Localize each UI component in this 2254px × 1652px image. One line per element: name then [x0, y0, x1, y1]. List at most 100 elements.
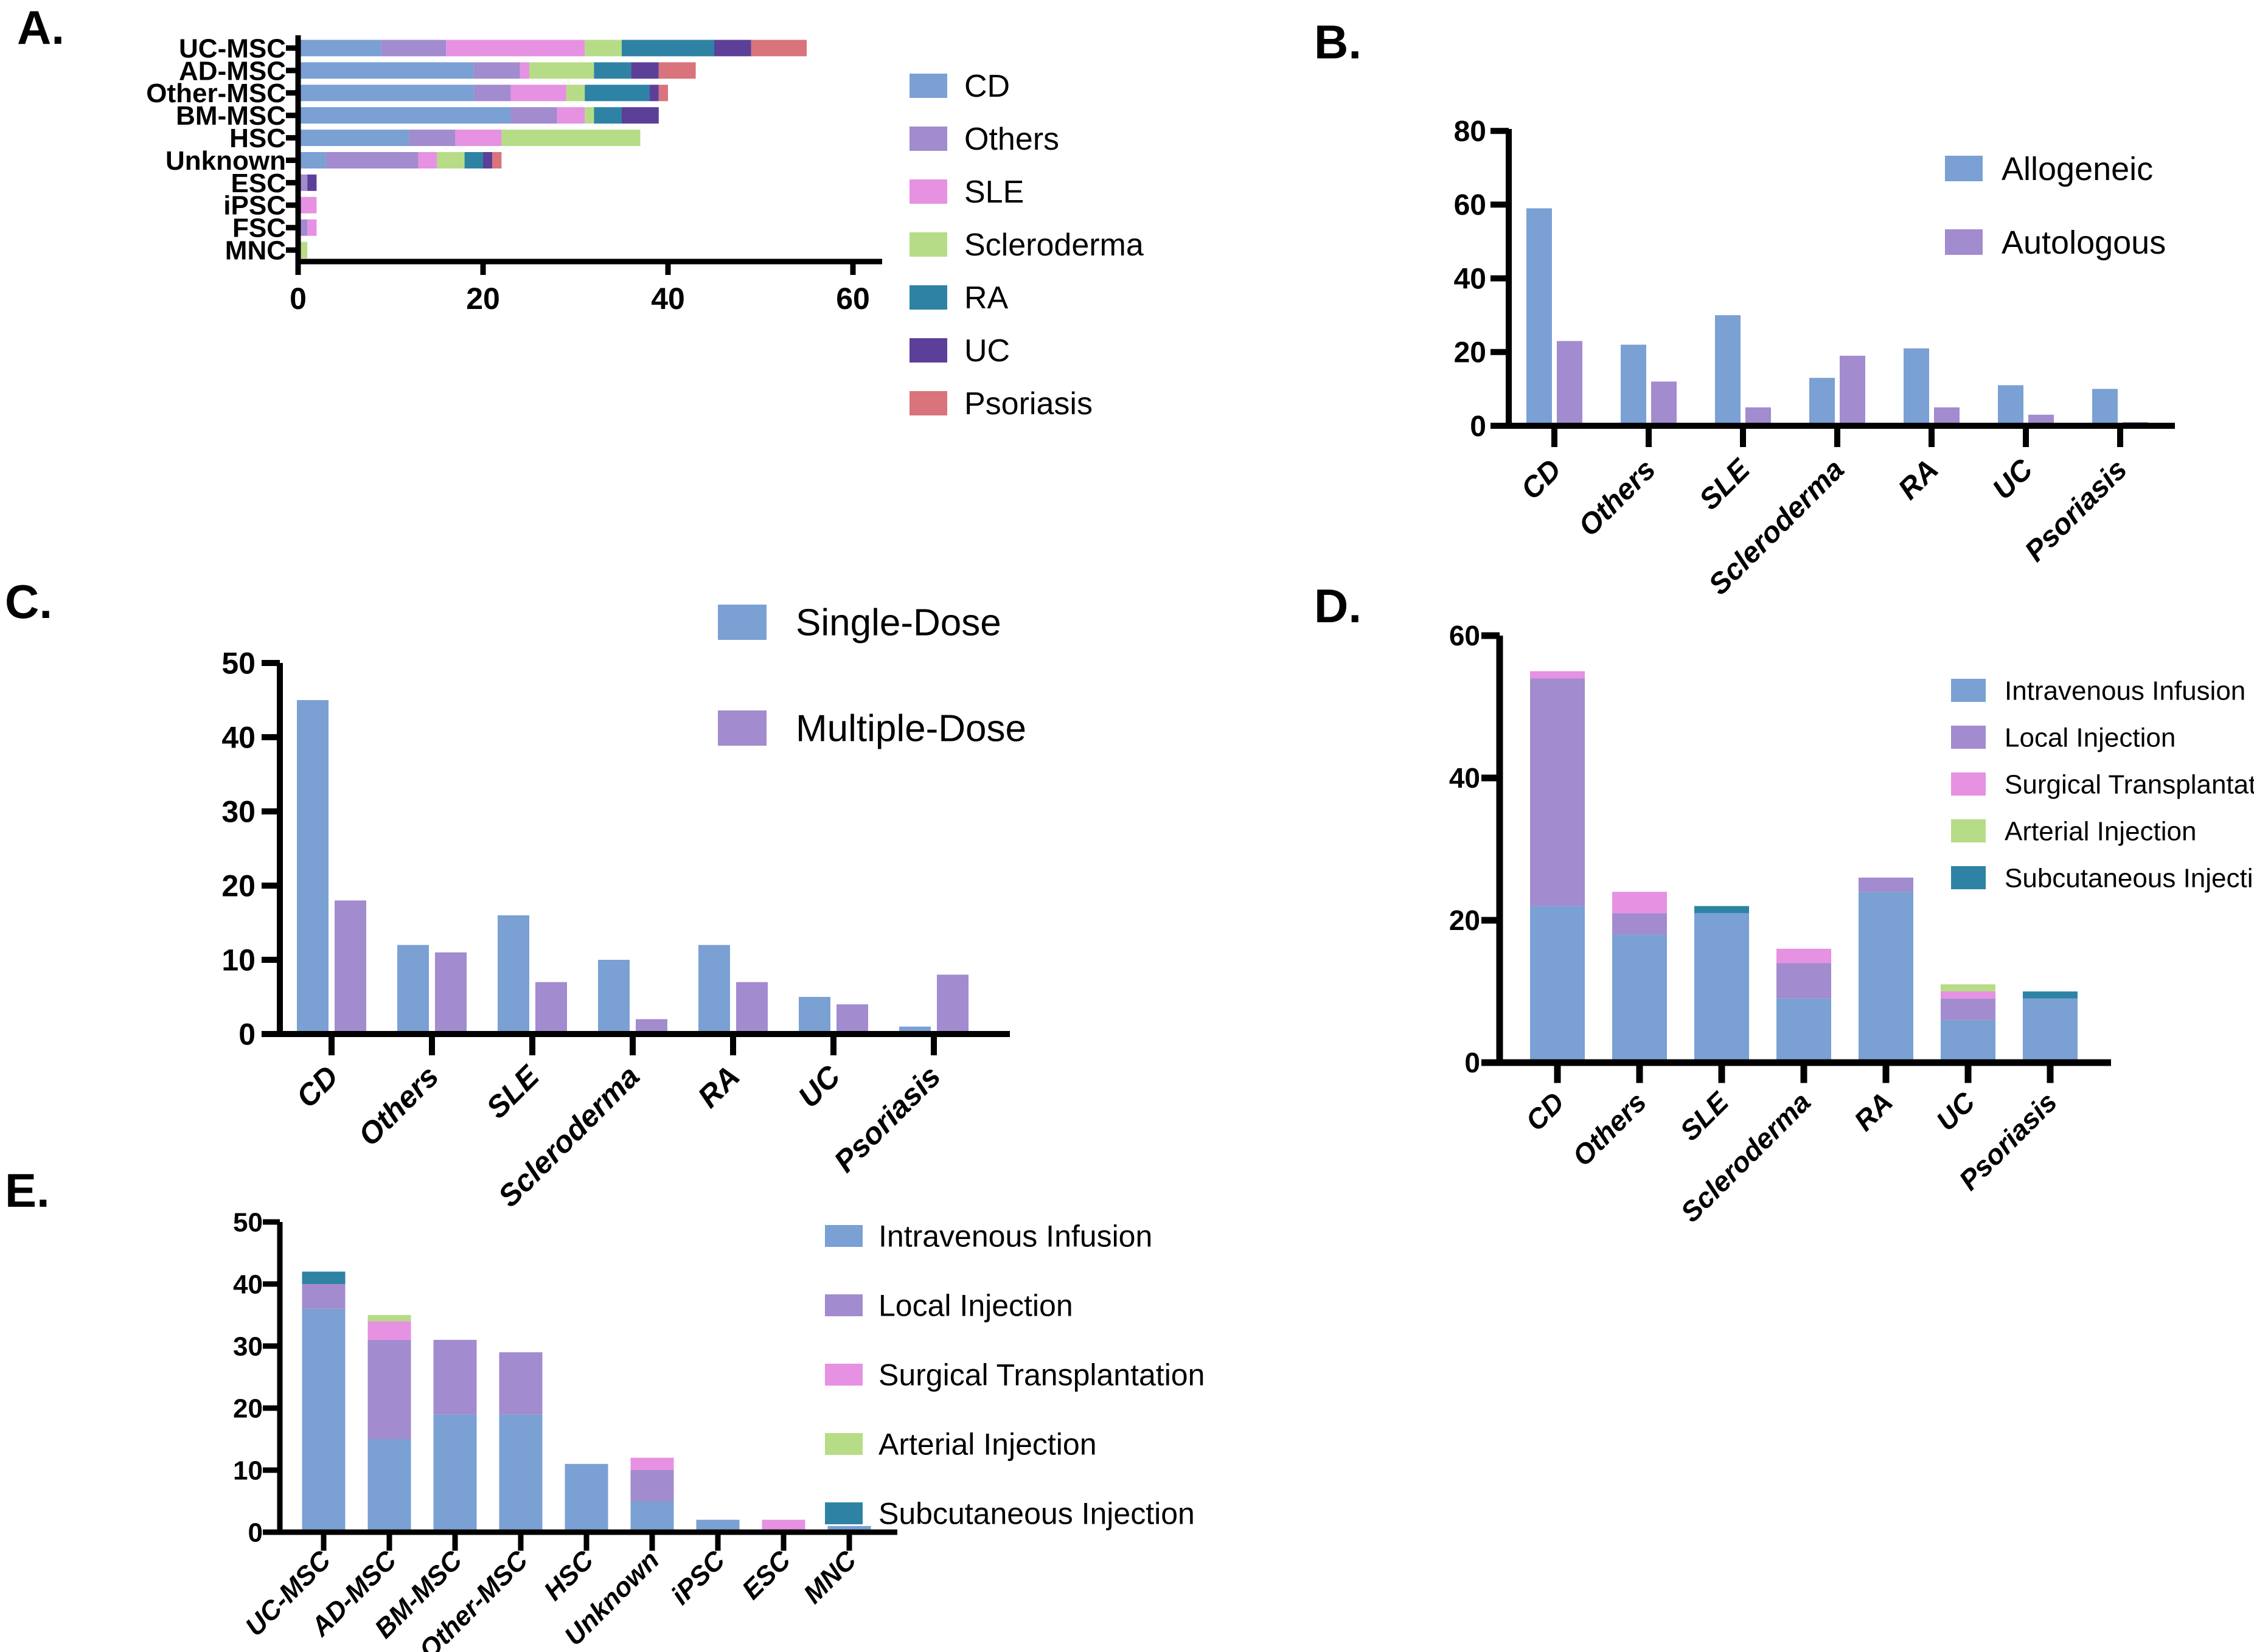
legend-label-autologous: Autologous [2002, 224, 2166, 261]
bar-cd-autologous [1557, 341, 1582, 426]
bar-cd-allogeneic [1526, 208, 1552, 426]
legend-swatch-sle [910, 179, 947, 204]
legend-label-local-injection: Local Injection [2005, 723, 2176, 752]
legend-label-arterial-injection: Arterial Injection [2005, 816, 2196, 846]
bar-segment-ad-msc-sle [520, 62, 529, 79]
bar-segment-bm-msc-others [510, 107, 557, 124]
bar-segment-unknown-cd [298, 152, 326, 168]
legend-swatch-allogeneic [1945, 156, 1983, 181]
panel-b: B. CD Others SLE Scleroderma RA UC Psoriasis 0 2… [1305, 0, 2254, 601]
bar-segment-bm-msc-intravenous-infusion [433, 1414, 477, 1532]
bar-scleroderma-allogeneic [1809, 378, 1835, 426]
panel-c-label: C. [5, 575, 52, 628]
bar-segment-ad-msc-ra [594, 62, 631, 79]
legend-swatch-arterial-injection [825, 1433, 863, 1455]
legend-label-sle: SLE [964, 175, 1024, 210]
chart-a-stacked-horizontal-bar: UC-MSCAD-MSCOther-MSCBM-MSCHSCUnknownESC… [146, 33, 1144, 422]
category-label-ad-msc: AD-MSC [179, 56, 286, 86]
legend-swatch-local-injection [1951, 726, 1986, 749]
legend-swatch-subcutaneous-injection [1951, 866, 1986, 889]
category-label-sle: SLE [1674, 1085, 1735, 1147]
value-tick-label: 30 [233, 1331, 263, 1361]
legend-swatch-local-injection [825, 1294, 863, 1316]
legend-swatch-arterial-injection [1951, 819, 1986, 842]
bar-ra-single-dose [698, 945, 730, 1034]
bar-segment-others-local-injection [1612, 913, 1667, 935]
bar-segment-uc-local-injection [1941, 998, 1995, 1020]
value-tick-label: 0 [1464, 1047, 1480, 1078]
bar-segment-other-msc-psoriasis [658, 85, 668, 102]
legend-swatch-subcutaneous-injection [825, 1502, 863, 1524]
bar-sle-allogeneic [1715, 315, 1741, 426]
value-tick-label: 40 [221, 721, 256, 755]
legend-swatch-intravenous-infusion [825, 1225, 863, 1247]
bar-segment-esc-surgical-transplantation [762, 1519, 805, 1532]
value-tick-label: 10 [233, 1456, 263, 1485]
bar-segment-scleroderma-surgical-transplantation [1776, 948, 1831, 963]
bar-segment-unknown-psoriasis [492, 152, 502, 168]
legend-swatch-uc [910, 338, 947, 363]
category-label-others: Others [1573, 453, 1662, 543]
value-tick-label: 50 [221, 647, 256, 681]
legend-label-single-dose: Single-Dose [796, 602, 1001, 644]
value-tick-label: 80 [1454, 116, 1486, 148]
value-tick-label: 50 [233, 1207, 263, 1237]
bar-segment-cd-local-injection [1530, 678, 1585, 906]
value-tick-label: 20 [233, 1393, 263, 1423]
value-tick-label: 60 [1454, 189, 1486, 221]
category-label-esc: ESC [736, 1545, 796, 1605]
panel-b-label: B. [1314, 15, 1362, 69]
bar-psoriasis-allogeneic [2092, 389, 2118, 426]
legend-swatch-psoriasis [910, 391, 947, 415]
bar-segment-uc-intravenous-infusion [1941, 1019, 1995, 1063]
value-tick-label: 60 [1449, 620, 1480, 651]
bar-segment-bm-msc-scleroderma [585, 107, 594, 124]
bar-segment-uc-msc-scleroderma [585, 40, 622, 57]
category-label-ra: RA [1848, 1086, 1899, 1137]
bar-sle-autologous [1745, 407, 1771, 426]
bar-segment-ad-msc-surgical-transplantation [367, 1321, 411, 1340]
bar-segment-ad-msc-others [473, 62, 520, 79]
value-tick-label: 20 [221, 869, 256, 903]
bar-segment-scleroderma-intravenous-infusion [1776, 998, 1831, 1063]
bar-segment-fsc-sle [307, 219, 317, 236]
value-tick-label: 30 [221, 795, 256, 829]
category-label-fsc: FSC [232, 213, 286, 243]
legend-label-subcutaneous-injection: Subcutaneous Injection [878, 1497, 1195, 1531]
bar-segment-uc-msc-sle [446, 40, 585, 57]
bar-segment-bm-msc-sle [557, 107, 585, 124]
category-label-sle: SLE [479, 1058, 546, 1125]
legend-label-intravenous-infusion: Intravenous Infusion [878, 1220, 1152, 1254]
bar-segment-ad-msc-psoriasis [658, 62, 696, 79]
category-label-others: Others [1566, 1086, 1652, 1172]
value-tick-label: 40 [233, 1269, 263, 1299]
bar-segment-sle-intravenous-infusion [1694, 913, 1749, 1063]
legend-label-arterial-injection: Arterial Injection [878, 1428, 1097, 1462]
bar-segment-other-msc-scleroderma [566, 85, 585, 102]
legend-swatch-intravenous-infusion [1951, 679, 1986, 702]
bar-segment-ad-msc-local-injection [367, 1339, 411, 1439]
bar-segment-uc-msc-psoriasis [751, 40, 807, 57]
category-label-sle: SLE [1693, 453, 1757, 516]
bar-segment-bm-msc-uc [622, 107, 659, 124]
bar-segment-uc-msc-local-injection [302, 1284, 346, 1309]
bar-segment-scleroderma-local-injection [1776, 963, 1831, 999]
legend-swatch-multiple-dose [718, 710, 767, 746]
legend-swatch-single-dose [718, 605, 767, 640]
bar-segment-unknown-ra [464, 152, 483, 168]
bar-segment-hsc-others [409, 130, 456, 147]
bar-segment-ad-msc-arterial-injection [367, 1315, 411, 1322]
category-label-mnc: MNC [225, 236, 286, 266]
panel-d: D. CD Others SLE Scleroderma RA UC Psoriasis 0 2… [1305, 569, 2254, 1228]
category-label-ra: RA [1892, 453, 1944, 505]
legend-label-allogeneic: Allogeneic [2002, 151, 2153, 187]
panel-e: E. UC-MSC AD-MSC BM-MSC Other-MSC HSC Unknown… [0, 1142, 1278, 1652]
bar-segment-uc-msc-cd [298, 40, 381, 57]
bar-segment-other-msc-ra [585, 85, 650, 102]
value-tick-label: 0 [238, 1018, 256, 1052]
bar-segment-hsc-intravenous-infusion [565, 1463, 608, 1532]
category-label-cd: CD [1515, 453, 1567, 505]
bar-sle-single-dose [498, 915, 529, 1034]
